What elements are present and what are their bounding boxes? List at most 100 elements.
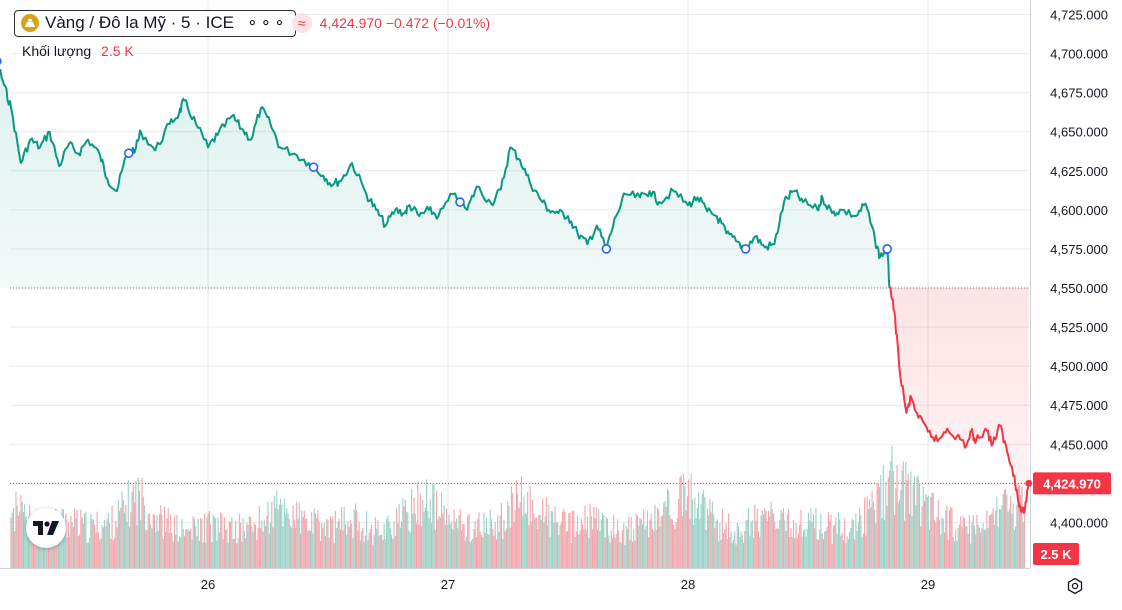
volume-bar	[450, 521, 453, 568]
volume-bar	[111, 506, 113, 568]
price-tick-label: 4,550.000	[1050, 281, 1108, 296]
volume-bar	[945, 510, 947, 568]
volume-bar	[59, 521, 61, 568]
volume-bar	[629, 539, 631, 568]
volume-bar	[143, 505, 146, 568]
volume-value: 2.5 K	[101, 43, 134, 59]
volume-bar	[937, 500, 939, 568]
time-axis: 26 27 28 29	[201, 577, 935, 592]
volume-bar	[458, 514, 460, 568]
volume-bar	[517, 493, 519, 568]
symbol-selector[interactable]: Vàng / Đô la Mỹ · 5 · ICE ⚬⚬⚬	[14, 9, 296, 37]
volume-bar	[963, 517, 966, 568]
volume-bar	[578, 534, 580, 568]
volume-bar	[532, 499, 534, 568]
volume-bar	[795, 522, 797, 568]
volume-bar	[502, 538, 504, 568]
volume-bar	[343, 506, 345, 568]
volume-bar	[357, 530, 359, 568]
volume-bar	[288, 519, 290, 568]
volume-bar	[298, 502, 300, 568]
volume-bar	[1022, 522, 1024, 568]
volume-bar	[850, 528, 852, 568]
volume-bar	[138, 490, 141, 568]
volume-bar	[688, 479, 690, 568]
volume-bar	[188, 531, 190, 568]
volume-bar	[554, 506, 556, 568]
price-tick-label: 4,400.000	[1050, 515, 1108, 530]
volume-bar	[765, 511, 767, 568]
volume-bar	[724, 529, 726, 568]
volume-bar	[513, 522, 515, 568]
wave-icon[interactable]: ≈	[291, 13, 312, 33]
volume-bar	[782, 508, 785, 568]
volume-bar	[799, 524, 801, 568]
price-summary: 4,424.970 −0.472 (−0.01%)	[319, 15, 491, 31]
tradingview-logo-icon[interactable]	[26, 508, 66, 548]
volume-bar	[171, 532, 173, 568]
volume-bar	[890, 460, 892, 568]
volume-bar	[930, 496, 932, 568]
volume-bar	[57, 534, 59, 568]
volume-bar	[353, 509, 355, 568]
volume-bar	[995, 510, 997, 568]
volume-bar	[74, 508, 76, 568]
volume-bar	[921, 506, 923, 568]
volume-bar	[832, 526, 834, 568]
volume-bar	[560, 522, 562, 568]
volume-bar	[895, 488, 897, 568]
volume-bar	[469, 542, 471, 568]
volume-bar	[772, 513, 775, 568]
volume-bar	[874, 509, 876, 568]
volume-bar	[872, 501, 874, 568]
volume-bar	[978, 527, 980, 568]
last-price-label: 4,424.970	[1043, 476, 1101, 491]
volume-bar	[952, 536, 954, 568]
volume-bar	[695, 518, 697, 568]
volume-bar	[856, 530, 858, 568]
volume-bar	[729, 536, 731, 568]
volume-bar	[187, 529, 189, 568]
volume-bar	[162, 539, 164, 568]
volume-bar	[331, 519, 333, 568]
more-icon[interactable]: ⚬⚬⚬	[245, 15, 287, 32]
volume-bar	[172, 541, 174, 568]
volume-bar	[467, 515, 469, 568]
settings-gear-icon[interactable]	[1066, 577, 1084, 595]
volume-bar	[396, 508, 398, 568]
volume-bar	[342, 530, 344, 568]
volume-bar	[47, 532, 49, 568]
volume-bar	[785, 531, 787, 568]
volume-bar	[362, 527, 364, 568]
volume-bar	[761, 510, 763, 568]
volume-bar	[26, 521, 28, 568]
volume-bar	[89, 537, 91, 568]
volume-bar	[1011, 513, 1013, 568]
price-tick-label: 4,725.000	[1050, 8, 1108, 23]
volume-bar	[660, 516, 662, 568]
volume-bar	[997, 526, 999, 568]
volume-bar	[433, 484, 435, 568]
volume-bar	[235, 520, 237, 568]
volume-bar	[885, 481, 887, 568]
volume-bar	[296, 501, 298, 568]
volume-bar	[346, 535, 348, 568]
volume-bar	[865, 535, 867, 568]
volume-bar	[422, 500, 424, 568]
volume-bar	[776, 527, 778, 568]
volume-bar	[71, 522, 73, 568]
volume-bar	[389, 527, 391, 568]
volume-badge	[1033, 543, 1079, 565]
volume-bar	[621, 529, 624, 568]
volume-bar	[925, 494, 927, 568]
volume-bar	[286, 508, 288, 568]
volume-bar	[76, 509, 78, 568]
volume-bar	[738, 525, 740, 568]
volume-bar	[931, 492, 933, 568]
volume-bar	[529, 485, 531, 568]
volume-bar	[771, 509, 773, 568]
volume-bar	[1001, 505, 1003, 568]
volume-bar	[90, 514, 92, 568]
